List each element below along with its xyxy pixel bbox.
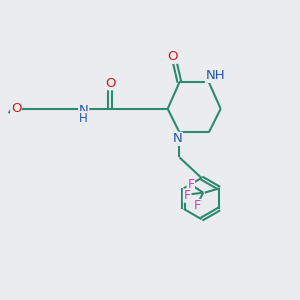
- Text: F: F: [183, 189, 190, 202]
- Text: O: O: [11, 102, 21, 115]
- Text: O: O: [105, 77, 116, 90]
- Text: N: N: [79, 104, 88, 117]
- Text: N: N: [172, 132, 182, 145]
- Text: H: H: [80, 112, 88, 125]
- Text: F: F: [194, 200, 201, 212]
- Text: O: O: [167, 50, 178, 63]
- Text: NH: NH: [206, 69, 225, 82]
- Text: F: F: [187, 178, 194, 191]
